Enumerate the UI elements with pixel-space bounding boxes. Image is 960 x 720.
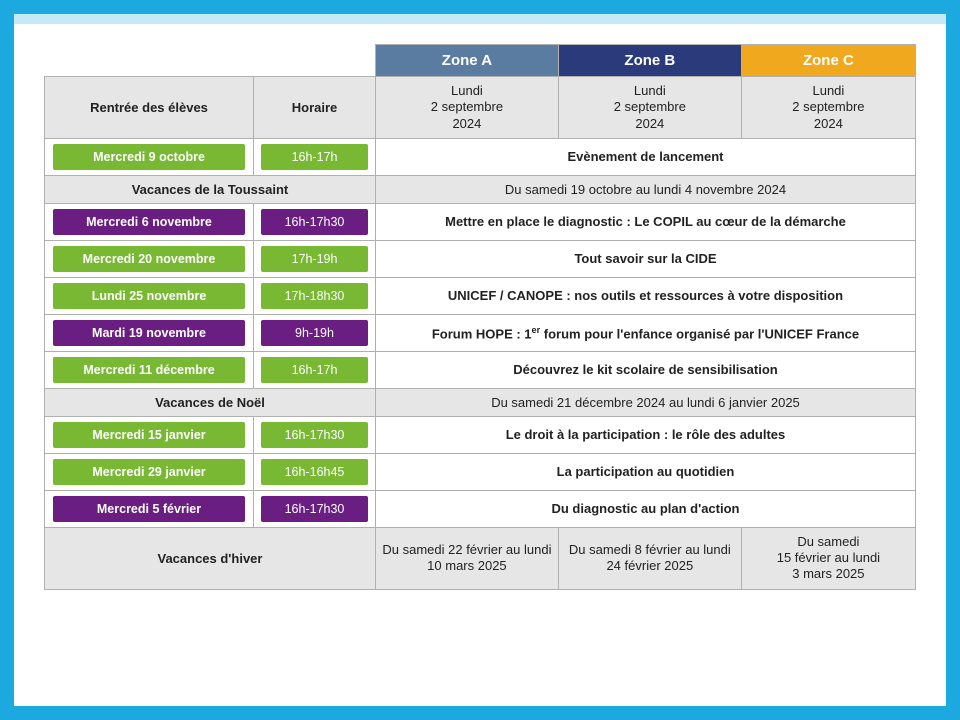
rentree-zone-c: Lundi2 septembre2024 <box>741 77 915 139</box>
event-description: Le droit à la participation : le rôle de… <box>375 416 915 453</box>
zone-c-header: Zone C <box>741 45 915 77</box>
holiday-label: Vacances de Noël <box>45 388 376 416</box>
holiday-zone-a: Du samedi 22 février au lundi10 mars 202… <box>375 527 558 589</box>
holiday-range: Du samedi 19 octobre au lundi 4 novembre… <box>375 175 915 203</box>
rentree-zone-b: Lundi2 septembre2024 <box>558 77 741 139</box>
event-time-pill: 17h-18h30 <box>261 283 367 309</box>
event-time-cell: 16h-16h45 <box>254 453 376 490</box>
event-time-cell: 16h-17h30 <box>254 203 376 240</box>
table-wrapper: Zone AZone BZone C Rentrée des élèvesHora… <box>14 44 946 590</box>
event-description: Mettre en place le diagnostic : Le COPIL… <box>375 203 915 240</box>
event-date-cell: Mercredi 29 janvier <box>45 453 254 490</box>
event-time-cell: 16h-17h30 <box>254 490 376 527</box>
event-description: UNICEF / CANOPE : nos outils et ressourc… <box>375 277 915 314</box>
event-description: Du diagnostic au plan d'action <box>375 490 915 527</box>
event-time-cell: 16h-17h30 <box>254 416 376 453</box>
blank <box>254 45 376 77</box>
event-time-pill: 16h-17h30 <box>261 422 367 448</box>
event-date-cell: Mercredi 5 février <box>45 490 254 527</box>
header-band <box>14 14 946 24</box>
event-date-pill: Mercredi 5 février <box>53 496 245 522</box>
event-date-pill: Mercredi 15 janvier <box>53 422 245 448</box>
event-date-cell: Mercredi 6 novembre <box>45 203 254 240</box>
event-date-pill: Mercredi 11 décembre <box>53 357 245 383</box>
zone-a-header: Zone A <box>375 45 558 77</box>
event-time-cell: 9h-19h <box>254 314 376 351</box>
event-date-cell: Mercredi 20 novembre <box>45 240 254 277</box>
event-time-cell: 16h-17h <box>254 138 376 175</box>
event-date-pill: Mercredi 29 janvier <box>53 459 245 485</box>
event-date-pill: Lundi 25 novembre <box>53 283 245 309</box>
schedule-table: Zone AZone BZone C Rentrée des élèvesHora… <box>44 44 916 590</box>
event-date-pill: Mercredi 6 novembre <box>53 209 245 235</box>
event-date-pill: Mercredi 20 novembre <box>53 246 245 272</box>
event-description: Tout savoir sur la CIDE <box>375 240 915 277</box>
event-time-pill: 16h-17h <box>261 357 367 383</box>
holiday-label: Vacances d'hiver <box>45 527 376 589</box>
event-time-pill: 16h-17h30 <box>261 496 367 522</box>
blank <box>45 45 254 77</box>
page-frame: Zone AZone BZone C Rentrée des élèvesHora… <box>0 0 960 720</box>
event-date-cell: Mercredi 11 décembre <box>45 351 254 388</box>
event-description: Evènement de lancement <box>375 138 915 175</box>
event-date-cell: Lundi 25 novembre <box>45 277 254 314</box>
event-date-cell: Mercredi 15 janvier <box>45 416 254 453</box>
event-time-cell: 17h-19h <box>254 240 376 277</box>
event-date-cell: Mercredi 9 octobre <box>45 138 254 175</box>
rentree-zone-a: Lundi2 septembre2024 <box>375 77 558 139</box>
event-description: La participation au quotidien <box>375 453 915 490</box>
event-time-pill: 17h-19h <box>261 246 367 272</box>
event-time-pill: 16h-16h45 <box>261 459 367 485</box>
holiday-zone-c: Du samedi15 février au lundi3 mars 2025 <box>741 527 915 589</box>
event-date-cell: Mardi 19 novembre <box>45 314 254 351</box>
zone-b-header: Zone B <box>558 45 741 77</box>
event-description: Forum HOPE : 1er forum pour l'enfance or… <box>375 314 915 351</box>
holiday-label: Vacances de la Toussaint <box>45 175 376 203</box>
event-date-pill: Mardi 19 novembre <box>53 320 245 346</box>
holiday-range: Du samedi 21 décembre 2024 au lundi 6 ja… <box>375 388 915 416</box>
event-time-pill: 16h-17h <box>261 144 367 170</box>
event-date-pill: Mercredi 9 octobre <box>53 144 245 170</box>
horaire-header: Horaire <box>254 77 376 139</box>
event-time-pill: 16h-17h30 <box>261 209 367 235</box>
holiday-zone-b: Du samedi 8 février au lundi24 février 2… <box>558 527 741 589</box>
event-time-cell: 17h-18h30 <box>254 277 376 314</box>
rentree-header: Rentrée des élèves <box>45 77 254 139</box>
event-description: Découvrez le kit scolaire de sensibilisa… <box>375 351 915 388</box>
event-time-cell: 16h-17h <box>254 351 376 388</box>
event-time-pill: 9h-19h <box>261 320 367 346</box>
